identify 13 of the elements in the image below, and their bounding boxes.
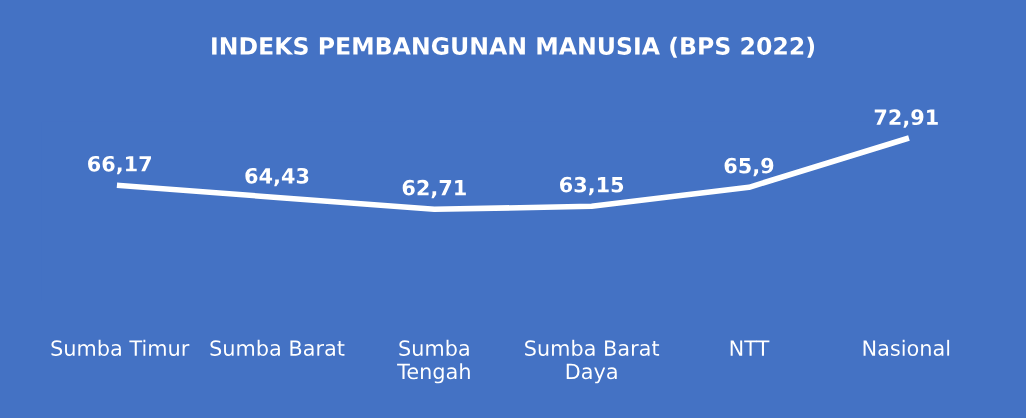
data-label: 72,91 [874,109,938,128]
x-tick-label: Nasional [863,339,950,356]
x-tick-label: Sumba Timur [51,339,190,356]
data-label: 65,9 [724,157,774,177]
data-label: 63,15 [560,176,624,196]
x-tick-label: Sumba Barat Daya [525,339,660,384]
data-label: 64,43 [245,167,309,187]
x-tick-label: Sumba Tengah [397,339,470,384]
data-label: 66,17 [88,155,151,175]
chart-title: INDEKS PEMBANGUNAN MANUSIA (BPS 2022) [212,36,815,58]
data-label: 62,71 [402,179,466,199]
x-tick-label: Sumba Barat [210,339,345,356]
x-tick-label: NTT [730,340,770,356]
